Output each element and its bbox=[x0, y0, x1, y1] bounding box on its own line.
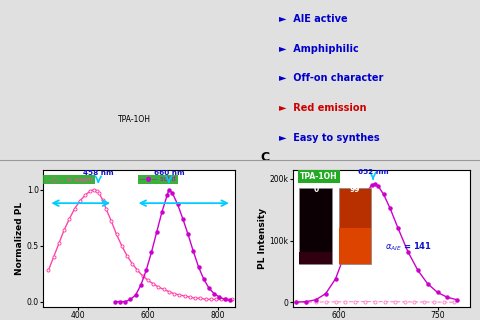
Text: ►  AIE active: ► AIE active bbox=[279, 14, 348, 24]
Text: ►  Off-on character: ► Off-on character bbox=[279, 73, 384, 84]
Y-axis label: PL Intensity: PL Intensity bbox=[258, 208, 267, 269]
Text: 458 nm: 458 nm bbox=[83, 170, 114, 176]
Text: TPA-1OH: TPA-1OH bbox=[300, 172, 337, 181]
Text: 652 nm: 652 nm bbox=[358, 169, 388, 174]
Text: 660 nm: 660 nm bbox=[154, 170, 184, 176]
Text: ►  Red emission: ► Red emission bbox=[279, 103, 367, 113]
Text: —○— in water: —○— in water bbox=[45, 177, 94, 182]
Text: ►  Easy to synthes: ► Easy to synthes bbox=[279, 132, 380, 143]
Text: —●— solid: —●— solid bbox=[139, 177, 176, 182]
Text: TPA-1OH: TPA-1OH bbox=[118, 116, 151, 124]
Text: ►  Amphiphilic: ► Amphiphilic bbox=[279, 44, 359, 54]
Y-axis label: Normalized PL: Normalized PL bbox=[15, 202, 24, 275]
Text: C: C bbox=[261, 151, 270, 164]
Text: $\alpha_{AIE}$ = 141: $\alpha_{AIE}$ = 141 bbox=[385, 240, 432, 253]
